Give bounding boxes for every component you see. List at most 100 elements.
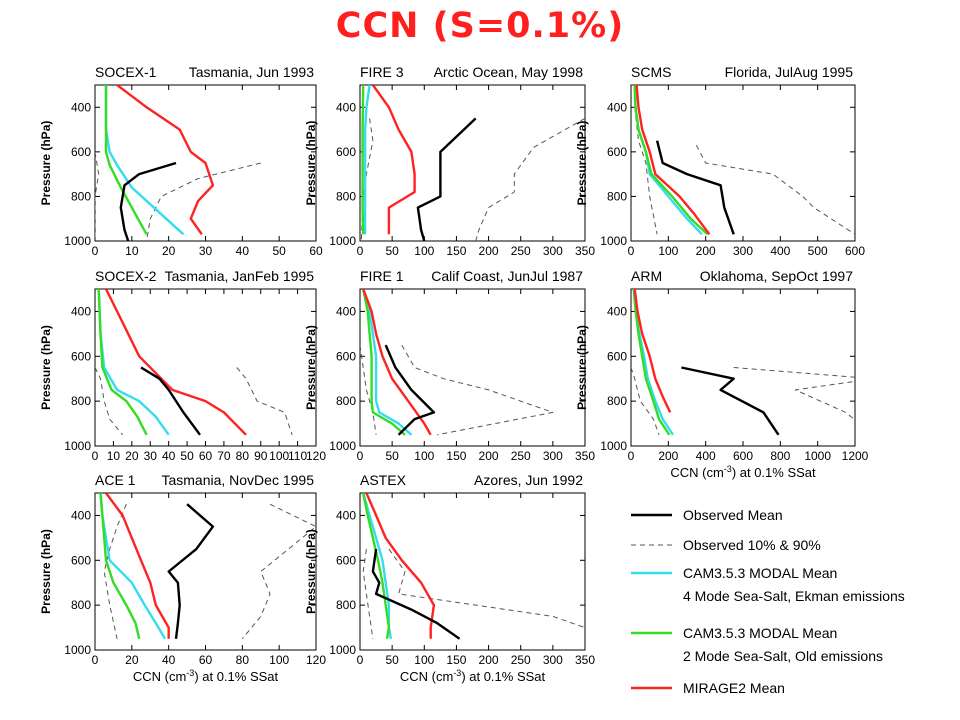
- series-group: [362, 493, 585, 640]
- y-tick-label: 1000: [600, 234, 627, 248]
- mirage2-line: [105, 493, 170, 639]
- panel-name: FIRE 3: [360, 64, 404, 80]
- panel-location: Tasmania, Jun 1993: [189, 64, 315, 80]
- y-tick-label: 600: [71, 553, 91, 567]
- y-tick-label: 600: [336, 553, 356, 567]
- y-tick-label: 400: [607, 100, 627, 114]
- mirage2-line: [365, 493, 436, 639]
- x-tick-label: 20: [125, 449, 139, 463]
- y-tick-label: 400: [336, 100, 356, 114]
- observed-mean-line: [140, 366, 201, 436]
- x-tick-label: 100: [269, 653, 289, 667]
- y-tick-label: 1000: [329, 234, 356, 248]
- y-tick-label: 1000: [329, 439, 356, 453]
- x-tick-label: 0: [357, 244, 364, 258]
- x-tick-label: 150: [446, 244, 466, 258]
- x-tick-label: 200: [696, 244, 716, 258]
- panel-location: Florida, JulAug 1995: [725, 64, 854, 80]
- series-group: [360, 289, 554, 436]
- y-tick-label: 600: [607, 349, 627, 363]
- mirage2-line: [362, 289, 432, 436]
- x-tick-label: 800: [770, 449, 790, 463]
- series-group: [633, 85, 855, 236]
- y-axis-label: Pressure (hPa): [304, 529, 318, 614]
- x-tick-label: 50: [385, 653, 399, 667]
- observed-p90-line: [388, 548, 585, 629]
- y-tick-label: 600: [71, 145, 91, 159]
- y-axis-label: Pressure (hPa): [39, 121, 53, 206]
- y-tick-label: 400: [71, 508, 91, 522]
- panel-location: Arctic Ocean, May 1998: [434, 64, 584, 80]
- y-tick-label: 400: [71, 100, 91, 114]
- x-tick-label: 0: [92, 653, 99, 667]
- x-tick-label: 300: [543, 244, 563, 258]
- x-tick-label: 0: [92, 244, 99, 258]
- mirage2-line: [371, 85, 416, 235]
- observed-p10-line: [362, 549, 374, 639]
- x-tick-label: 0: [357, 653, 364, 667]
- x-tick-label: 10: [107, 449, 121, 463]
- x-tick-label: 80: [236, 449, 250, 463]
- y-tick-label: 800: [336, 394, 356, 408]
- mirage2-line: [116, 85, 215, 235]
- x-tick-label: 250: [511, 244, 531, 258]
- x-tick-label: 20: [162, 244, 176, 258]
- x-tick-label: 50: [272, 244, 286, 258]
- y-axis-label: Pressure (hPa): [39, 529, 53, 614]
- modal2-line: [633, 85, 709, 236]
- x-tick-label: 110: [288, 449, 307, 463]
- y-tick-label: 1000: [64, 234, 91, 248]
- observed-p90-line: [401, 344, 554, 436]
- observed-mean-line: [655, 140, 735, 235]
- mirage2-line: [104, 289, 247, 436]
- page-title: CCN (S=0.1%): [335, 6, 625, 46]
- legend-sublabel: 4 Mode Sea-Salt, Ekman emissions: [683, 588, 905, 604]
- legend-label: MIRAGE2 Mean: [683, 680, 785, 696]
- x-tick-label: 70: [217, 449, 231, 463]
- y-axis-label: Pressure (hPa): [304, 325, 318, 410]
- y-tick-label: 800: [607, 394, 627, 408]
- x-tick-label: 250: [511, 449, 531, 463]
- x-tick-label: 400: [770, 244, 790, 258]
- y-tick-label: 800: [336, 189, 356, 203]
- y-axis-label: Pressure (hPa): [575, 325, 589, 410]
- x-tick-label: 60: [199, 653, 213, 667]
- observed-p90-line: [236, 367, 293, 435]
- panel-name: ARM: [631, 268, 662, 284]
- x-tick-label: 300: [543, 653, 563, 667]
- series-group: [360, 85, 585, 241]
- x-axis-label: CCN (cm-3) at 0.1% SSat: [400, 668, 546, 684]
- x-tick-label: 40: [162, 653, 176, 667]
- x-tick-label: 0: [92, 449, 99, 463]
- modal2-line: [632, 289, 671, 436]
- observed-mean-line: [119, 161, 177, 241]
- x-tick-label: 30: [199, 244, 213, 258]
- x-tick-label: 20: [125, 653, 139, 667]
- y-axis-label: Pressure (hPa): [304, 121, 318, 206]
- panel-location: Tasmania, JanFeb 1995: [165, 268, 315, 284]
- x-tick-label: 40: [162, 449, 176, 463]
- modal2-line: [97, 289, 148, 436]
- x-tick-label: 150: [446, 449, 466, 463]
- modal2-line: [362, 493, 391, 640]
- observed-p90-line: [475, 117, 585, 241]
- x-tick-label: 200: [479, 449, 499, 463]
- modal2-line: [362, 289, 406, 436]
- observed-mean-line: [384, 344, 436, 436]
- modal2-line: [99, 493, 141, 640]
- y-tick-label: 1000: [600, 439, 627, 453]
- observed-mean-line: [416, 117, 477, 241]
- y-tick-label: 400: [336, 508, 356, 522]
- modal4-line: [104, 85, 185, 236]
- modal2-line: [104, 85, 148, 235]
- panel-name: ASTEX: [360, 472, 407, 488]
- x-tick-label: 200: [658, 449, 678, 463]
- y-tick-label: 1000: [64, 439, 91, 453]
- series-group: [631, 289, 855, 436]
- x-tick-label: 0: [357, 449, 364, 463]
- plot-frame: [359, 84, 586, 242]
